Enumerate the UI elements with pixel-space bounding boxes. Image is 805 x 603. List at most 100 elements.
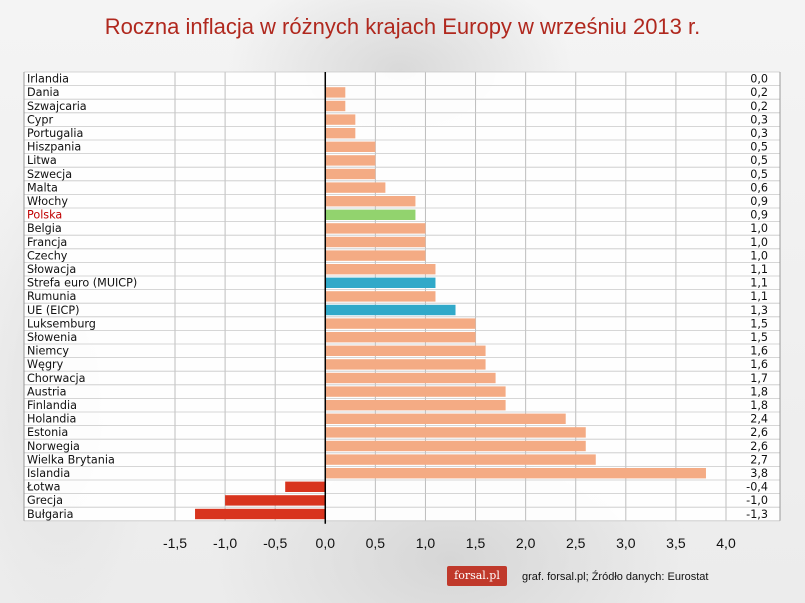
category-label: Cypr bbox=[27, 113, 54, 126]
value-label: 1,8 bbox=[750, 385, 768, 398]
bar bbox=[325, 223, 426, 234]
bar bbox=[325, 209, 416, 220]
value-label: 2,7 bbox=[750, 453, 768, 466]
value-label: 0,2 bbox=[750, 86, 768, 99]
bar bbox=[325, 128, 356, 139]
value-label: 1,6 bbox=[750, 358, 768, 371]
value-label: -0,4 bbox=[746, 481, 768, 494]
bar bbox=[325, 400, 506, 411]
value-label: 0,5 bbox=[750, 154, 768, 167]
category-label: Luksemburg bbox=[27, 317, 96, 330]
bar bbox=[325, 372, 496, 384]
value-label: 1,1 bbox=[750, 263, 768, 276]
value-label: -1,0 bbox=[746, 494, 768, 507]
category-label: Strefa euro (MUICP) bbox=[27, 277, 137, 290]
bar bbox=[325, 87, 346, 98]
category-label: Szwecja bbox=[27, 168, 72, 181]
bar bbox=[325, 141, 376, 152]
value-label: 0,3 bbox=[750, 127, 768, 140]
category-label: Niemcy bbox=[27, 345, 69, 358]
x-tick-label: 1,5 bbox=[466, 535, 486, 551]
value-label: 1,5 bbox=[750, 317, 768, 330]
x-tick-label: 4,0 bbox=[716, 535, 736, 551]
x-tick-label: 0,0 bbox=[316, 535, 336, 551]
x-tick-label: 2,5 bbox=[566, 535, 586, 551]
value-label: 0,0 bbox=[750, 73, 768, 86]
category-label: Polska bbox=[27, 209, 62, 222]
category-label: Francja bbox=[27, 236, 67, 249]
bar bbox=[325, 155, 376, 166]
bar bbox=[325, 332, 476, 343]
category-label: Bułgaria bbox=[27, 508, 73, 521]
value-label: -1,3 bbox=[746, 508, 768, 521]
x-tick-label: -1,0 bbox=[213, 535, 237, 551]
value-label: 1,7 bbox=[750, 372, 768, 385]
bar bbox=[325, 182, 386, 193]
category-label: Norwegia bbox=[27, 440, 80, 453]
x-tick-label: -1,5 bbox=[163, 535, 187, 551]
value-label: 1,0 bbox=[750, 236, 768, 249]
category-label: Islandia bbox=[27, 467, 70, 480]
x-tick-label: 3,0 bbox=[616, 535, 636, 551]
bar bbox=[325, 427, 586, 438]
bar bbox=[325, 291, 436, 302]
category-label: Irlandia bbox=[27, 73, 69, 86]
x-tick-label: 3,5 bbox=[666, 535, 686, 551]
category-label: Belgia bbox=[27, 222, 62, 235]
category-label: Wielka Brytania bbox=[27, 453, 115, 466]
category-label: Dania bbox=[27, 86, 60, 99]
category-label: Austria bbox=[27, 385, 67, 398]
bar bbox=[325, 413, 566, 424]
category-label: Rumunia bbox=[27, 290, 76, 303]
category-label: Węgry bbox=[27, 358, 64, 371]
category-label: Hiszpania bbox=[27, 141, 81, 154]
bar bbox=[325, 304, 456, 316]
category-label: Włochy bbox=[27, 195, 68, 208]
category-label: Estonia bbox=[27, 426, 68, 439]
value-label: 0,2 bbox=[750, 100, 768, 113]
x-tick-label: 0,5 bbox=[366, 535, 386, 551]
bar bbox=[285, 481, 326, 492]
category-label: Czechy bbox=[27, 249, 68, 262]
value-label: 0,9 bbox=[750, 209, 768, 222]
value-label: 2,6 bbox=[750, 426, 768, 439]
bar bbox=[325, 236, 426, 248]
x-tick-label: -0,5 bbox=[263, 535, 287, 551]
value-label: 2,4 bbox=[750, 413, 768, 426]
value-label: 0,3 bbox=[750, 113, 768, 126]
bar bbox=[325, 454, 596, 465]
value-label: 3,8 bbox=[750, 467, 768, 480]
bar bbox=[325, 386, 506, 397]
value-label: 0,5 bbox=[750, 168, 768, 181]
bar bbox=[325, 318, 476, 329]
value-label: 1,3 bbox=[750, 304, 768, 317]
bar bbox=[325, 250, 426, 261]
category-label: Malta bbox=[27, 181, 58, 194]
value-label: 0,6 bbox=[750, 181, 768, 194]
value-label: 1,5 bbox=[750, 331, 768, 344]
value-label: 1,0 bbox=[750, 222, 768, 235]
bar bbox=[225, 495, 326, 506]
x-tick-label: 2,0 bbox=[516, 535, 536, 551]
value-label: 1,6 bbox=[750, 345, 768, 358]
value-label: 1,8 bbox=[750, 399, 768, 412]
category-label: Szwajcaria bbox=[27, 100, 87, 113]
category-label: Holandia bbox=[27, 413, 76, 426]
category-label: Łotwa bbox=[26, 481, 61, 494]
category-label: Finlandia bbox=[27, 399, 77, 412]
value-label: 0,5 bbox=[750, 141, 768, 154]
category-label: Grecja bbox=[27, 494, 63, 507]
category-label: Słowacja bbox=[27, 263, 76, 276]
category-label: UE (EICP) bbox=[27, 304, 79, 317]
bar bbox=[325, 196, 416, 207]
value-label: 2,6 bbox=[750, 440, 768, 453]
x-tick-label: 1,0 bbox=[416, 535, 436, 551]
bar bbox=[325, 100, 346, 112]
category-label: Słowenia bbox=[27, 331, 77, 344]
value-label: 1,1 bbox=[750, 290, 768, 303]
forsal-logo: forsal.pl bbox=[447, 566, 507, 586]
chart-title: Roczna inflacja w różnych krajach Europy… bbox=[104, 14, 701, 39]
bar bbox=[325, 168, 376, 180]
bar bbox=[325, 345, 486, 356]
